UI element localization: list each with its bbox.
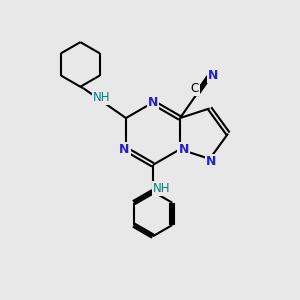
Text: N: N bbox=[148, 96, 158, 109]
Text: C: C bbox=[190, 82, 199, 95]
Text: N: N bbox=[206, 155, 216, 168]
Text: NH: NH bbox=[152, 182, 170, 195]
Text: N: N bbox=[119, 143, 130, 156]
Text: N: N bbox=[178, 143, 189, 156]
Text: NH: NH bbox=[93, 91, 110, 104]
Text: N: N bbox=[208, 69, 219, 82]
